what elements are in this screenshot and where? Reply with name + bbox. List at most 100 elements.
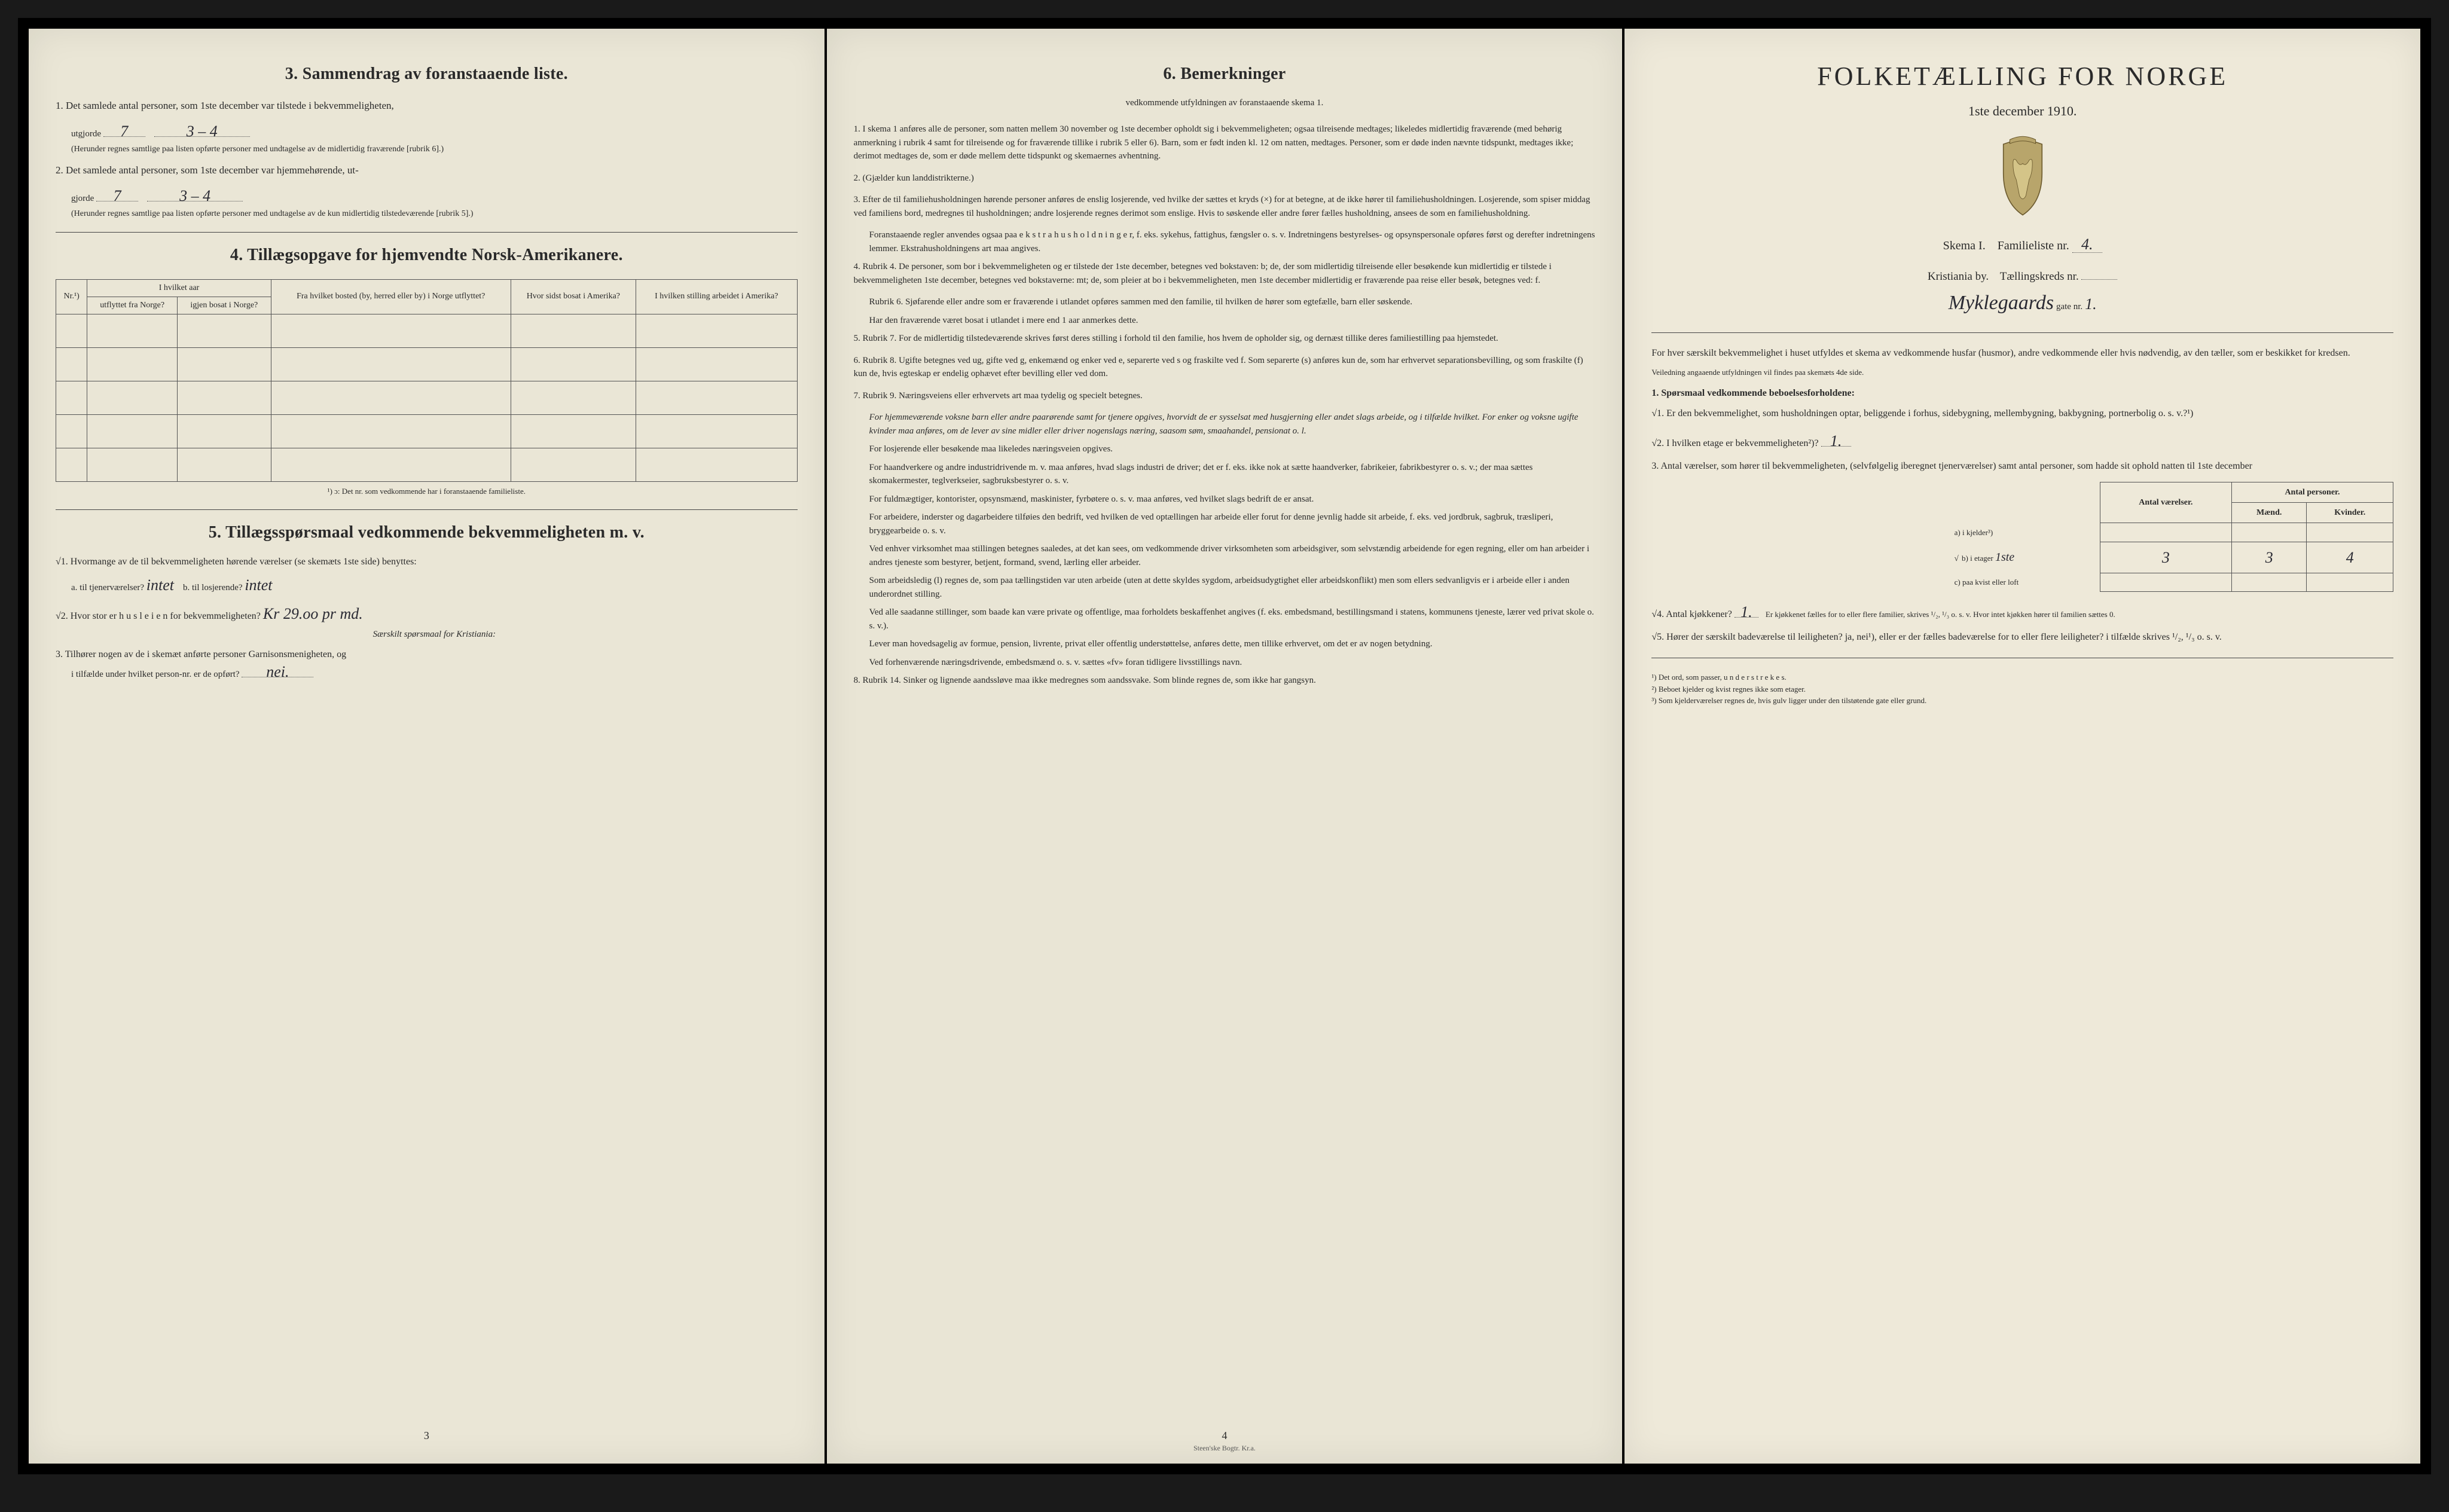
row-c-label: c) paa kvist eller loft [1949,573,2100,592]
s5-q1b-hand: intet [245,576,272,594]
q4: √4. Antal kjøkkener? 1. Er kjøkkenet fæl… [1651,600,2393,622]
footnote: ¹) Det ord, som passer, u n d e r s t r … [1651,671,2393,683]
col-ut: utflyttet fra Norge? [87,297,178,314]
intro-p1: For hver særskilt bekvemmelighet i huset… [1651,346,2393,361]
section-5-heading: 5. Tillægsspørsmaal vedkommende bekvemme… [56,523,798,542]
note-sub: Ved alle saadanne stillinger, som baade … [869,606,1596,633]
s3-item1-utgjorde: utgjorde 7 3 – 4 [71,120,798,141]
note-sub: Lever man hovedsagelig av formue, pensio… [869,637,1596,651]
address-line: Myklegaards gate nr. 1. [1651,292,2393,314]
note-sub: Har den fraværende været bosat i utlande… [869,314,1596,328]
coat-of-arms-icon [1651,135,2393,221]
table-row [56,314,798,347]
note-sub: Rubrik 6. Sjøfarende eller andre som er … [869,295,1596,309]
col-antal-vaer: Antal værelser. [2100,482,2231,523]
s3-item2-hand-a: 7 [96,184,138,201]
note-sub: Foranstaaende regler anvendes ogsaa paa … [869,228,1596,255]
divider [1651,332,2393,333]
notes-list: 1. I skema 1 anføres alle de personer, s… [854,123,1596,688]
s4-footnote: ¹) ɔ: Det nr. som vedkommende har i fora… [56,487,798,496]
s5-q1a-label: a. til tjenerværelser? [71,583,144,592]
document-triptych: 3. Sammendrag av foranstaaende liste. 1.… [18,18,2431,1474]
col-hvor: Hvor sidst bosat i Amerika? [511,279,636,314]
note-sub: Ved forhenværende næringsdrivende, embed… [869,656,1596,670]
city-line: Kristiania by. Tællingskreds nr. [1651,267,2393,283]
s5-q1-text: √1. Hvormange av de til bekvemmeligheten… [56,557,798,567]
val-maend: 3 [2231,542,2307,573]
note-sub: Som arbeidsledig (l) regnes de, som paa … [869,574,1596,601]
s3-item2: 2. Det samlede antal personer, som 1ste … [56,163,798,178]
s3-item2-utg-label: gjorde [71,194,94,203]
val-vaerelser: 3 [2100,542,2231,573]
gate-nr: 1. [2085,295,2097,313]
supplement-table: Nr.¹) I hvilket aar Fra hvilket bosted (… [56,279,798,482]
col-nr: Nr.¹) [56,279,87,314]
note-item: 5. Rubrik 7. For de midlertidig tilstede… [854,332,1596,346]
table-row [56,347,798,381]
s5-q2: √2. Hvor stor er h u s l e i e n for bek… [56,605,798,642]
census-title: FOLKETÆLLING FOR NORGE [1651,61,2393,91]
s5-q3: 3. Tilhører nogen av de i skemæt anførte… [56,649,798,682]
row-a-label: a) i kjelder³) [1949,523,2100,542]
s3-item1: 1. Det samlede antal personer, som 1ste … [56,98,798,114]
note-item: 7. Rubrik 9. Næringsveiens eller erhverv… [854,389,1596,403]
col-bosted: Fra hvilket bosted (by, herred eller by)… [271,279,511,314]
note-item: 8. Rubrik 14. Sinker og lignende aandssl… [854,674,1596,688]
val-kvinder: 4 [2307,542,2393,573]
section-6-heading: 6. Bemerkninger [854,65,1596,84]
antal-table: Antal værelser. Antal personer. Mænd. Kv… [1949,482,2393,592]
col-aar: I hvilket aar [87,279,271,297]
divider [56,232,798,233]
s3-item1-text: 1. Det samlede antal personer, som 1ste … [56,100,394,111]
table-row: a) i kjelder³) [1949,523,2393,542]
s5-q1: √1. Hvormange av de til bekvemmeligheten… [56,557,798,597]
page-number: 4 [827,1429,1623,1442]
col-igjen: igjen bosat i Norge? [177,297,271,314]
note-item: 2. (Gjælder kun landdistrikterne.) [854,172,1596,185]
q5: √5. Hører der særskilt badeværelse til l… [1651,630,2393,644]
col-stilling: I hvilken stilling arbeidet i Amerika? [636,279,797,314]
s5-q1b-label: b. til losjerende? [183,583,243,592]
s5-q3-label: 3. Tilhører nogen av de i skemæt anførte… [56,649,798,660]
s3-item1-paren: (Herunder regnes samtlige paa listen opf… [71,145,798,154]
note-sub: For fuldmægtiger, kontorister, opsynsmæn… [869,493,1596,506]
q4-hand: 1. [1735,600,1758,618]
street-hand: Myklegaards [1949,292,2054,314]
table-row: b) i etager 1ste 3 3 4 [1949,542,2393,573]
footnote: ²) Beboet kjelder og kvist regnes ikke s… [1651,683,2393,695]
note-sub: For hjemmeværende voksne barn eller andr… [869,411,1596,438]
note-item: 4. Rubrik 4. De personer, som bor i bekv… [854,260,1596,287]
table-row [56,414,798,448]
s5-q1a-hand: intet [146,576,174,594]
table-row [56,448,798,481]
section-4-heading: 4. Tillægsopgave for hjemvendte Norsk-Am… [56,246,798,265]
note-item: 3. Efter de til familiehusholdningen hør… [854,193,1596,220]
q2-label: √2. I hvilken etage er bekvemmeligheten²… [1651,438,1818,448]
note-sub: For arbeidere, inderster og dagarbeidere… [869,511,1596,537]
q2: √2. I hvilken etage er bekvemmeligheten²… [1651,429,2393,451]
gate-label: gate nr. [2056,302,2082,311]
kreds-nr [2081,267,2117,280]
row-b-hand: 1ste [1995,551,2014,564]
page-number: 3 [29,1429,825,1442]
q4-label: √4. Antal kjøkkener? [1651,609,1732,619]
s3-item2-utgjorde: gjorde 7 3 – 4 [71,184,798,206]
s3-item1-utg-label: utgjorde [71,129,101,139]
page-cover: FOLKETÆLLING FOR NORGE 1ste december 191… [1624,29,2420,1464]
s3-item1-hand-a: 7 [103,120,145,137]
s5-q2-hand: Kr 29.oo pr md. [263,605,363,622]
census-date: 1ste december 1910. [1651,103,2393,119]
s5-q2-label: √2. Hvor stor er h u s l e i e n for bek… [56,611,261,621]
table-row: c) paa kvist eller loft [1949,573,2393,592]
footnote: ³) Som kjelderværelser regnes de, hvis g… [1651,695,2393,707]
q3: 3. Antal værelser, som hører til bekvemm… [1651,459,2393,474]
col-kvinder: Kvinder. [2307,503,2393,523]
note-sub: For losjerende eller besøkende maa likel… [869,442,1596,456]
note-sub: For haandverkere og andre industridriven… [869,461,1596,488]
note-item: 6. Rubrik 8. Ugifte betegnes ved ug, gif… [854,354,1596,381]
s5-q2-note: Særskilt spørsmaal for Kristiania: [71,628,798,642]
s3-item2-hand-b: 3 – 4 [147,184,243,201]
s3-item2-text: 2. Det samlede antal personer, som 1ste … [56,164,359,176]
familieliste-label: Familieliste nr. [1998,239,2069,252]
q4-note: Er kjøkkenet fælles for to eller flere f… [1766,610,2115,619]
